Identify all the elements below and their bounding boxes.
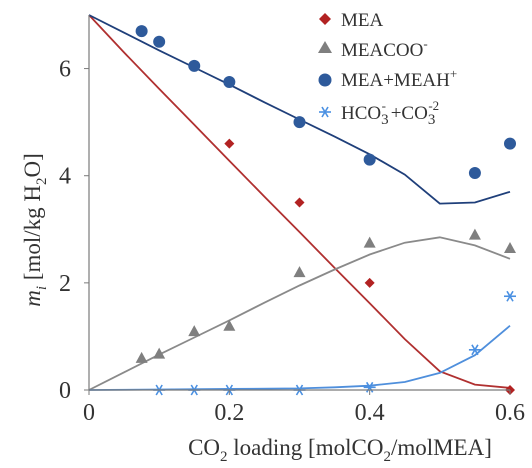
series-2-point-circle xyxy=(468,167,481,180)
x-tick-label: 0.2 xyxy=(214,400,244,426)
series-2-point-circle xyxy=(153,35,166,48)
y-tick-label: 6 xyxy=(59,57,71,83)
y-tick-label: 4 xyxy=(59,164,71,190)
series-0-point-diamond xyxy=(224,138,235,149)
legend-item-mea: MEA xyxy=(319,10,384,31)
series-3-point-asterisk xyxy=(363,381,376,393)
series-0-point-diamond xyxy=(294,197,305,208)
asterisk-stroke xyxy=(471,344,479,356)
legend-marker-diamond xyxy=(319,13,331,25)
series-1-point-triangle xyxy=(293,266,306,278)
legend: MEA MEACOO- MEA+MEAH+ HCO3- +CO3-2 xyxy=(318,10,457,128)
legend-marker-asterisk xyxy=(319,106,331,118)
x-tick-label: 0 xyxy=(83,400,95,426)
legend-label-carbonate: HCO3- +CO3-2 xyxy=(341,98,439,128)
legend-item-meacoo: MEACOO- xyxy=(318,36,428,61)
series-1-point-triangle xyxy=(363,236,376,248)
series-1-point-triangle xyxy=(135,351,148,363)
tick-labels: 0 0.2 0.4 0.6 0 2 4 6 xyxy=(59,57,525,426)
x-axis-label: CO2 loading [molCO2/molMEA] xyxy=(188,435,492,465)
series-1-model-line xyxy=(88,236,511,391)
asterisk-stroke xyxy=(365,381,374,393)
legend-marker-triangle xyxy=(318,41,332,53)
series-1-point-triangle xyxy=(468,228,481,240)
legend-label-mea: MEA xyxy=(341,10,384,31)
series-0-point-diamond xyxy=(364,277,375,288)
legend-label-meacoo: MEACOO- xyxy=(341,36,428,61)
series-3-point-asterisk xyxy=(504,290,516,302)
series-2-model-line xyxy=(88,14,511,205)
series-0-model-line xyxy=(88,14,511,389)
series-2-point-circle xyxy=(293,116,306,129)
series-1-point-triangle xyxy=(153,347,166,359)
x-tick-label: 0.4 xyxy=(355,400,385,426)
series-1-point-triangle xyxy=(223,319,236,331)
series-2-point-circle xyxy=(135,25,148,38)
legend-item-carbonate: HCO3- +CO3-2 xyxy=(319,98,439,128)
series-3-point-asterisk xyxy=(468,344,481,356)
series-1-point-triangle xyxy=(188,325,201,337)
series-2-point-circle xyxy=(504,137,516,150)
y-axis-label: mi [mol/kg H2O] xyxy=(20,153,50,307)
x-tick-label: 0.6 xyxy=(495,400,525,426)
series-2-point-circle xyxy=(363,153,376,166)
legend-label-mea-meah: MEA+MEAH+ xyxy=(341,66,457,91)
series-1-point-triangle xyxy=(504,242,516,254)
axes xyxy=(84,15,511,395)
legend-marker-circle xyxy=(318,73,332,87)
series-2-point-circle xyxy=(223,75,236,88)
y-tick-label: 2 xyxy=(59,271,71,297)
asterisk-stroke xyxy=(506,290,514,302)
series-2-point-circle xyxy=(188,59,201,72)
legend-item-mea-meah: MEA+MEAH+ xyxy=(318,66,457,91)
y-tick-label: 0 xyxy=(59,378,71,404)
